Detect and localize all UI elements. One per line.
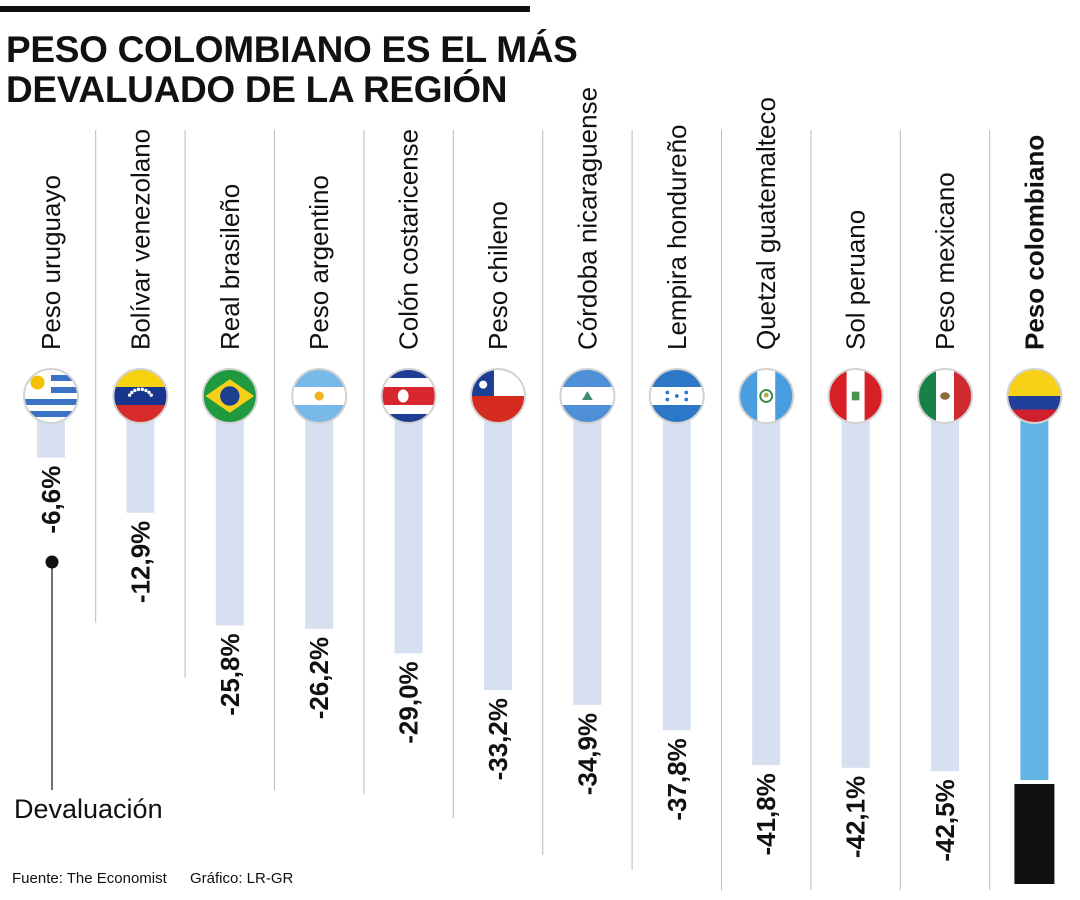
bar xyxy=(752,400,781,766)
category-label: Lempira hondureño xyxy=(662,125,692,351)
title-rule xyxy=(0,6,530,12)
value-label: -6,6% xyxy=(36,466,66,534)
legend-label: Devaluación xyxy=(14,794,163,824)
bar xyxy=(662,400,691,731)
highlight-value-box xyxy=(1014,784,1055,884)
credit-note: Gráfico: LR-GR xyxy=(190,870,294,887)
uruguay-flag-icon xyxy=(24,369,78,423)
category-label: Peso mexicano xyxy=(930,172,960,350)
value-label: -41,8% xyxy=(751,773,781,855)
source-note: Fuente: The Economist xyxy=(12,870,167,887)
flag-rim xyxy=(827,368,884,424)
bar xyxy=(931,400,959,772)
value-label: -43,5% xyxy=(1019,788,1049,870)
bar xyxy=(305,400,334,629)
category-label: Quetzal guatemalteco xyxy=(751,97,781,350)
bar xyxy=(841,400,870,768)
category-label: Sol peruano xyxy=(841,210,871,350)
legend-dot xyxy=(45,555,59,569)
bar xyxy=(484,400,512,691)
flag-rim xyxy=(559,368,616,424)
flag-rim xyxy=(917,368,973,424)
bar xyxy=(573,400,602,705)
category-label: Bolívar venezolano xyxy=(125,129,155,350)
value-label: -42,1% xyxy=(841,776,871,858)
flag-rim xyxy=(470,368,526,424)
category-label: Peso colombiano xyxy=(1019,135,1049,350)
value-label: -25,8% xyxy=(215,633,245,715)
flag-rim xyxy=(291,368,348,424)
category-label: Peso argentino xyxy=(304,175,334,350)
category-label: Peso chileno xyxy=(483,201,513,350)
legend-marker xyxy=(45,555,59,790)
category-label: Peso uruguayo xyxy=(36,175,66,350)
flag-rim xyxy=(201,368,258,424)
category-label: Colón costaricense xyxy=(394,129,424,350)
value-label: -42,5% xyxy=(930,779,960,861)
flag-rim xyxy=(23,368,79,424)
brazil-flag-icon xyxy=(202,369,257,423)
flag-rim xyxy=(380,368,437,424)
costa-rica-flag-icon xyxy=(381,369,436,423)
value-label: -12,9% xyxy=(125,521,155,603)
flag-rim xyxy=(738,368,795,424)
value-label: -29,0% xyxy=(394,661,424,743)
flags xyxy=(23,368,1063,424)
value-label: -34,9% xyxy=(572,713,602,795)
flag-rim xyxy=(1006,368,1063,424)
category-label: Córdoba nicaraguense xyxy=(572,87,602,350)
value-label: -37,8% xyxy=(662,738,692,820)
flag-rim xyxy=(112,368,169,424)
chart-title: PESO COLOMBIANO ES EL MÁS DEVALUADO DE L… xyxy=(6,29,578,110)
bar xyxy=(1020,400,1049,780)
bars xyxy=(37,400,1049,780)
bar xyxy=(215,400,244,626)
value-label: -26,2% xyxy=(304,637,334,719)
category-label: Real brasileño xyxy=(215,184,245,350)
labels: Peso uruguayo -6,6% Bolívar venezolano -12,… xyxy=(36,87,1055,884)
value-label: -33,2% xyxy=(483,698,513,780)
bar xyxy=(394,400,423,654)
column-dividers xyxy=(95,130,991,890)
flag-rim xyxy=(648,368,705,424)
